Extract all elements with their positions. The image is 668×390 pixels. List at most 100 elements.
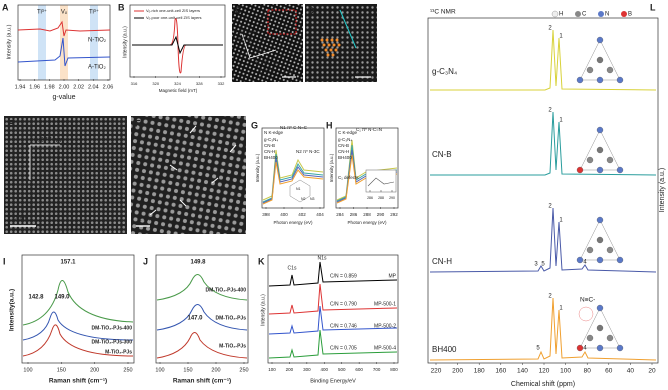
x-tick-label: 60 xyxy=(605,368,613,375)
peak-label: 4 xyxy=(583,260,587,266)
peak-label: 3 xyxy=(534,262,538,268)
x-tick-label: 324 xyxy=(174,81,181,86)
curve xyxy=(17,37,111,67)
annotation: Ti³⁺ xyxy=(37,9,47,16)
panel-label: E xyxy=(8,118,14,128)
panel-h xyxy=(335,127,399,209)
x-tick-label: 200 xyxy=(90,367,99,373)
series-label: A-TiO₂ xyxy=(88,65,106,71)
frame xyxy=(261,127,325,209)
highlight-atoms xyxy=(320,38,341,57)
y-axis-label: Intensity (a.u.) xyxy=(6,24,12,59)
panel-g xyxy=(261,127,325,209)
peak-label: 5 xyxy=(536,346,540,352)
ratio-label: C/N = 0.790 xyxy=(330,301,357,307)
series-label: DM-TiO₂-PJs-400 xyxy=(206,287,247,293)
x-tick-label: 402 xyxy=(298,212,306,217)
x-tick-label: 292 xyxy=(390,212,398,217)
x-tick-label: 140 xyxy=(517,368,528,375)
x-tick-label: 290 xyxy=(377,212,385,217)
x-axis-label: g-value xyxy=(53,94,76,101)
series-label: DM-TiO₂-PJs xyxy=(216,315,247,321)
annotation: 0.331 nm xyxy=(256,60,279,66)
x-tick-label: 180 xyxy=(474,368,485,375)
band xyxy=(60,5,68,80)
series-label: DM-TiO₂-PJs-300 xyxy=(92,339,133,345)
legend-label: Vₒ-rich one-unit-cell ZIS layers xyxy=(146,8,200,13)
peak-label: 1 xyxy=(559,218,563,224)
series-label: MP-500-4 xyxy=(374,345,396,351)
annotation: C K-edge xyxy=(338,130,358,135)
legend-label: CN-B xyxy=(338,143,349,148)
x-tick-label: 286 xyxy=(367,196,373,200)
curve xyxy=(268,283,398,315)
series-label: M-TiO₂-PJs xyxy=(219,343,246,349)
x-tick-label: 1.96 xyxy=(29,84,40,90)
x-tick-label: 250 xyxy=(123,367,132,373)
panel-l xyxy=(427,10,659,364)
x-tick-label: 332 xyxy=(218,81,225,86)
x-tick-label: 288 xyxy=(363,212,371,217)
curve xyxy=(22,324,134,357)
scale-label: 1 nm xyxy=(138,216,152,223)
x-tick-label: 286 xyxy=(350,212,358,217)
ratio-label: C/N = 0.859 xyxy=(330,273,357,279)
panel-label: D xyxy=(308,5,315,15)
annotation: N3 xyxy=(310,197,315,201)
frame xyxy=(21,254,135,364)
annotation: Vₒ xyxy=(61,10,68,16)
x-tick-label: 250 xyxy=(239,367,248,373)
panel-label: G xyxy=(251,120,258,130)
y-axis-label: Intensity (a.u.) xyxy=(329,153,334,182)
x-tick-label: 160 xyxy=(495,368,506,375)
peak-label: 2 xyxy=(548,204,552,210)
scale-label: 1 nm xyxy=(283,69,296,75)
zoom-box xyxy=(267,9,297,35)
panel-label: A xyxy=(2,2,9,12)
y-axis-label: Intensity (a.u.) xyxy=(260,294,266,326)
x-tick-label: 1.94 xyxy=(15,84,26,90)
spacing-marker xyxy=(29,144,60,180)
panel-label: F xyxy=(135,118,141,128)
annotation: N1 xyxy=(296,187,301,191)
legend-label: CN-B xyxy=(264,143,275,148)
curve xyxy=(268,329,398,359)
x-axis-label: Raman shift (cm⁻¹) xyxy=(173,378,231,385)
ratio-label: C/N = 0.705 xyxy=(330,345,357,351)
panel-f xyxy=(131,116,246,234)
arrows xyxy=(149,125,237,216)
peak-label: 142.8 xyxy=(28,295,44,301)
annotation: (1 0 0) xyxy=(236,37,252,43)
x-tick-label: 400 xyxy=(280,212,288,217)
x-tick-label: 150 xyxy=(183,367,192,373)
peak-label: 4 xyxy=(583,346,587,352)
x-tick-label: 500 xyxy=(338,367,346,372)
x-axis-label: Magnetic field (mT) xyxy=(159,88,198,93)
frame xyxy=(267,254,399,364)
peak-label: 5 xyxy=(541,262,545,268)
series-label: M-TiO₂-PJs xyxy=(105,349,132,355)
x-tick-label: 200 xyxy=(286,367,294,372)
legend-label: H xyxy=(559,12,563,18)
lattice xyxy=(305,4,377,82)
frame xyxy=(155,254,249,364)
peak-label: N1s xyxy=(318,255,327,261)
annotation: (0 1 0) xyxy=(258,68,274,74)
frame xyxy=(427,17,659,364)
x-tick-label: 2.00 xyxy=(59,84,70,90)
legend-label: Vₒ-poor one-unit-cell ZIS layers xyxy=(146,15,202,20)
sample-label: CN-B xyxy=(432,150,452,159)
curve xyxy=(429,297,657,361)
x-tick-label: 100 xyxy=(23,367,32,373)
x-axis-label: Raman shift (cm⁻¹) xyxy=(49,378,107,385)
curve xyxy=(22,280,134,326)
band xyxy=(38,5,46,80)
x-tick-label: 284 xyxy=(336,212,344,217)
panel-label: B xyxy=(118,2,125,12)
curve xyxy=(262,161,324,205)
annotation: Ti³⁺ xyxy=(89,9,99,16)
series-label: MP-500-2 xyxy=(374,323,396,329)
panel-label: I xyxy=(3,256,6,266)
annotation: N≡C- xyxy=(580,297,595,304)
legend-label: BH400 xyxy=(338,155,352,160)
